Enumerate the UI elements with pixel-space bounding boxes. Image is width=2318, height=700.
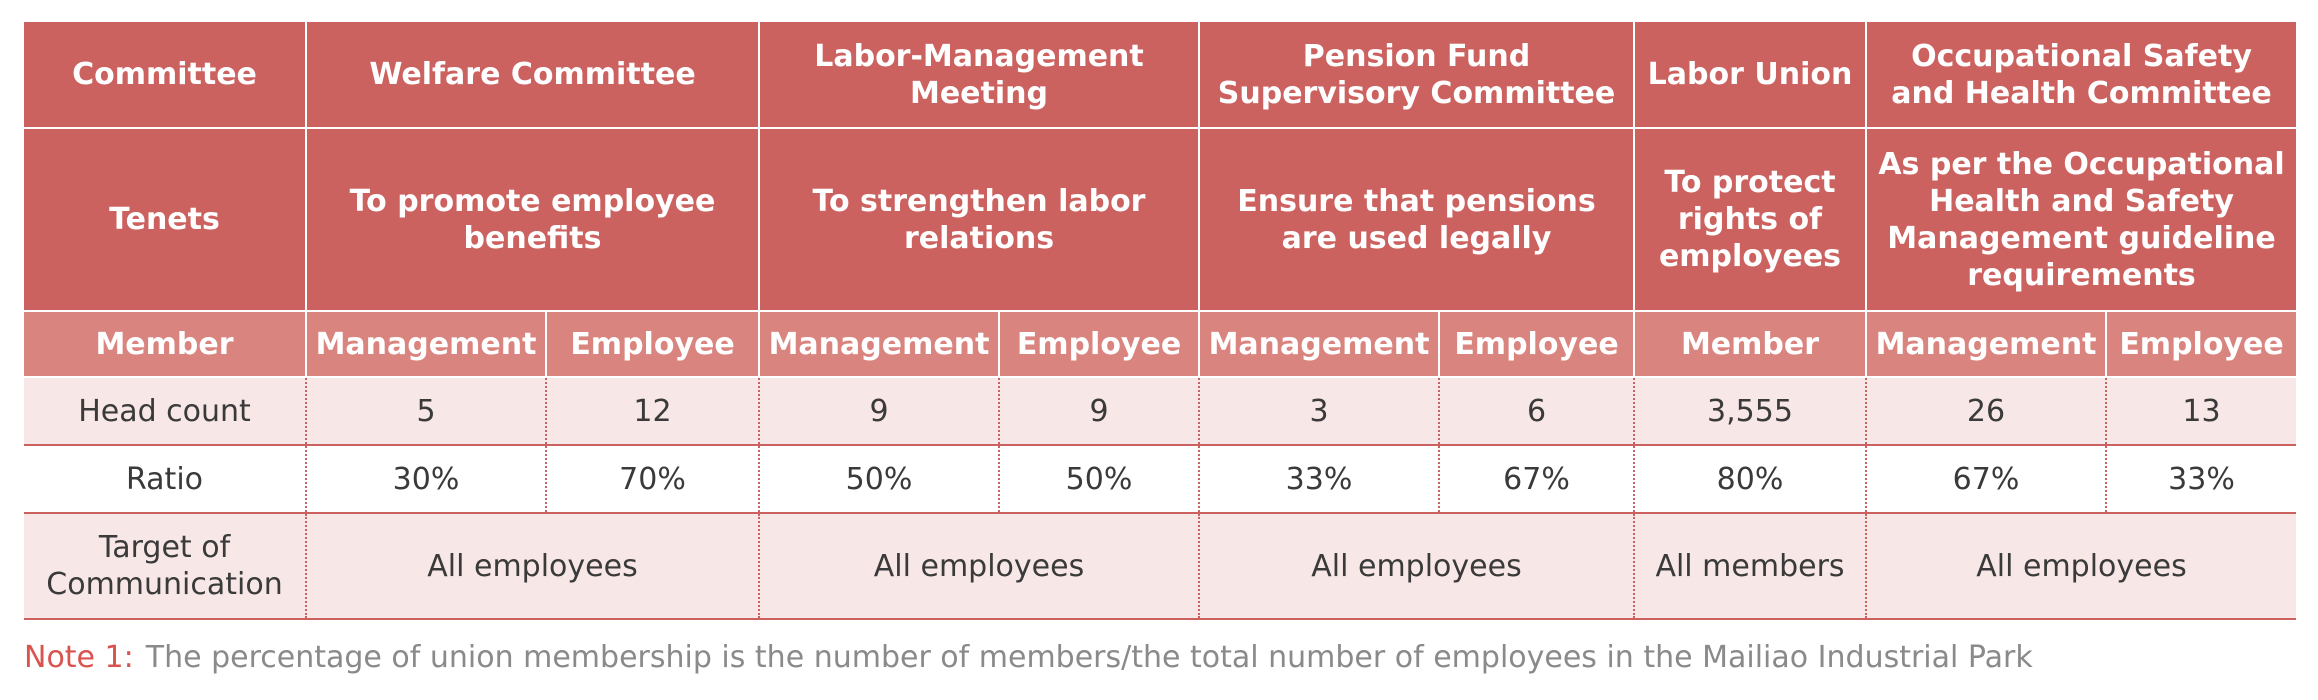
committee-label: Committee	[24, 20, 307, 129]
ratio-cell: 33%	[1198, 445, 1440, 514]
committee-union: Labor Union	[1633, 20, 1867, 129]
ratio-cell: 33%	[2105, 445, 2296, 514]
committee-table: Committee Welfare Committee Labor-Manage…	[24, 20, 2296, 620]
member-label: Member	[24, 310, 307, 378]
target-labor-management: All employees	[758, 513, 1200, 620]
headcount-cell: 13	[2105, 377, 2296, 446]
target-pension: All employees	[1198, 513, 1635, 620]
ratio-cell: 70%	[545, 445, 760, 514]
member-cell: Management	[305, 310, 547, 378]
committee-labor-management: Labor-Management Meeting	[758, 20, 1200, 129]
committee-osh: Occupational Safety and Health Committee	[1865, 20, 2296, 129]
tenet-union: To protect rights of employees	[1633, 127, 1867, 312]
ratio-label: Ratio	[24, 445, 307, 514]
member-row: Member Management Employee Management Em…	[24, 310, 2296, 378]
member-cell: Employee	[998, 310, 1200, 378]
headcount-row: Head count 5 12 9 9 3 6 3,555 26 13	[24, 377, 2296, 446]
tenet-welfare: To promote employee benefits	[305, 127, 760, 312]
member-cell: Management	[758, 310, 1000, 378]
ratio-cell: 50%	[998, 445, 1200, 514]
headcount-cell: 5	[305, 377, 547, 446]
member-cell: Member	[1633, 310, 1867, 378]
target-osh: All employees	[1865, 513, 2296, 620]
member-cell: Employee	[545, 310, 760, 378]
footnote: Note 1: The percentage of union membershi…	[24, 640, 2033, 676]
committee-pension: Pension Fund Supervisory Committee	[1198, 20, 1635, 129]
headcount-cell: 3,555	[1633, 377, 1867, 446]
headcount-cell: 9	[758, 377, 1000, 446]
ratio-cell: 80%	[1633, 445, 1867, 514]
ratio-cell: 50%	[758, 445, 1000, 514]
member-cell: Management	[1865, 310, 2107, 378]
headcount-cell: 26	[1865, 377, 2107, 446]
target-row: Target of Communication All employees Al…	[24, 513, 2296, 620]
target-union: All members	[1633, 513, 1867, 620]
footnote-label: Note 1:	[24, 640, 134, 675]
committee-header-row: Committee Welfare Committee Labor-Manage…	[24, 20, 2296, 129]
member-cell: Management	[1198, 310, 1440, 378]
target-welfare: All employees	[305, 513, 760, 620]
ratio-cell: 67%	[1865, 445, 2107, 514]
tenet-labor-management: To strengthen labor relations	[758, 127, 1200, 312]
ratio-row: Ratio 30% 70% 50% 50% 33% 67% 80% 67% 33…	[24, 445, 2296, 514]
tenets-row: Tenets To promote employee benefits To s…	[24, 127, 2296, 312]
headcount-cell: 6	[1438, 377, 1635, 446]
tenets-label: Tenets	[24, 127, 307, 312]
footnote-text: The percentage of union membership is th…	[145, 640, 2033, 675]
ratio-cell: 30%	[305, 445, 547, 514]
headcount-label: Head count	[24, 377, 307, 446]
tenet-osh: As per the Occupational Health and Safet…	[1865, 127, 2296, 312]
ratio-cell: 67%	[1438, 445, 1635, 514]
member-cell: Employee	[1438, 310, 1635, 378]
member-cell: Employee	[2105, 310, 2296, 378]
headcount-cell: 3	[1198, 377, 1440, 446]
headcount-cell: 12	[545, 377, 760, 446]
committee-welfare: Welfare Committee	[305, 20, 760, 129]
tenet-pension: Ensure that pensions are used legally	[1198, 127, 1635, 312]
target-label: Target of Communication	[24, 513, 307, 620]
headcount-cell: 9	[998, 377, 1200, 446]
